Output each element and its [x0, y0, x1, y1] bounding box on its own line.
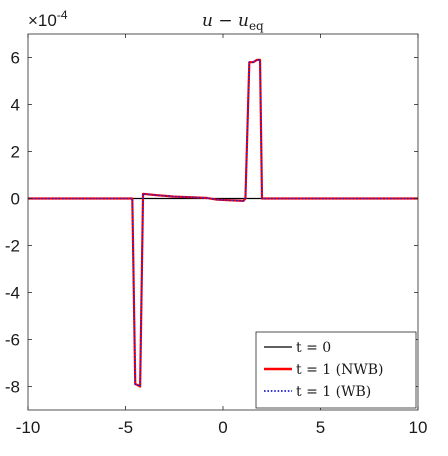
y-tick-label: 0	[11, 190, 20, 209]
legend-label-0: t = 0	[296, 340, 331, 356]
x-tick-label: 0	[218, 418, 227, 437]
y-exponent-base: ×10	[28, 11, 57, 30]
y-tick-label: -4	[5, 284, 20, 303]
x-tick-label: 5	[316, 418, 325, 437]
y-tick-label: -2	[5, 237, 20, 256]
chart-title-subscript: eq	[249, 19, 264, 33]
x-tick-label: -5	[118, 418, 133, 437]
y-exponent-power: -4	[57, 8, 68, 22]
series-layer	[28, 58, 418, 388]
chart-title-main: u − u	[202, 11, 249, 31]
y-tick-label: 4	[11, 96, 20, 115]
y-tick-label: -8	[5, 378, 20, 397]
legend: t = 0 t = 1 (NWB) t = 1 (WB)	[255, 331, 417, 409]
legend-label-1: t = 1 (NWB)	[296, 362, 383, 378]
y-exponent-label: ×10-4	[28, 8, 68, 30]
y-tick-label: 6	[11, 49, 20, 68]
tick-layer: -10 -5 0 5 10 -8 -6 -4 -2 0 2 4 6	[5, 34, 428, 437]
legend-label-2: t = 1 (WB)	[296, 384, 371, 400]
y-tick-label: 2	[11, 143, 20, 162]
x-tick-label: -10	[16, 418, 41, 437]
legend-entries: t = 0 t = 1 (NWB) t = 1 (WB)	[264, 340, 383, 400]
chart-title: u − ueq	[202, 11, 264, 33]
series-line-2	[28, 59, 418, 388]
y-tick-label: -6	[5, 331, 20, 350]
x-tick-label: 10	[409, 418, 428, 437]
